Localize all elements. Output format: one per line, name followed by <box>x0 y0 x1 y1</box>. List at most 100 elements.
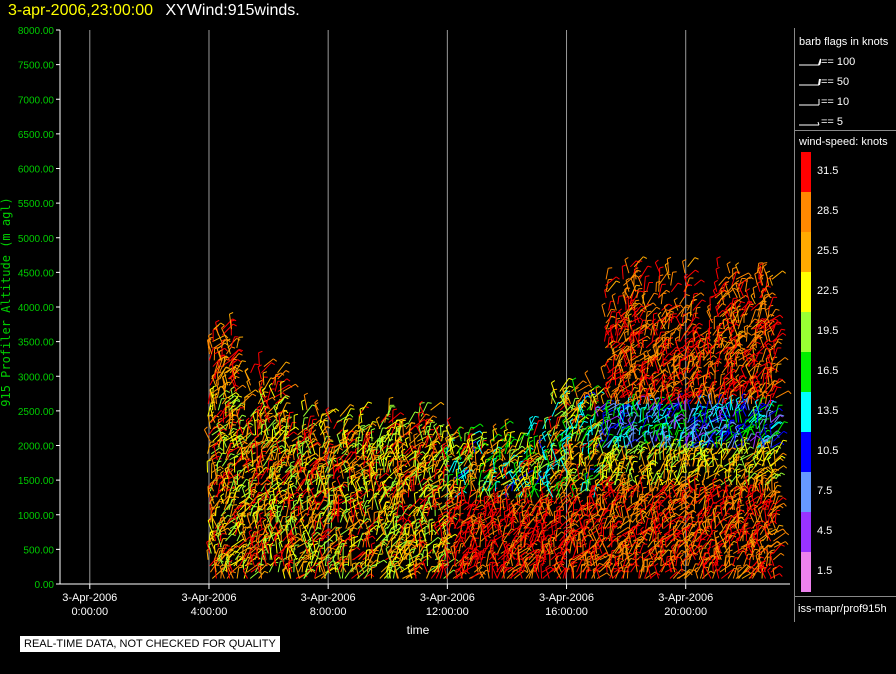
wind-barb-feather <box>232 414 237 417</box>
wind-barb-feather <box>240 419 245 422</box>
wind-barb-feather <box>233 510 238 514</box>
wind-barb-feather <box>427 402 432 404</box>
wind-barb <box>244 433 252 442</box>
wind-barb <box>397 489 403 504</box>
wind-barb <box>336 414 351 424</box>
wind-barb <box>307 562 317 573</box>
wind-barb <box>254 548 259 560</box>
wind-barb <box>212 395 214 411</box>
wind-barb <box>259 566 262 579</box>
wind-barb-feather <box>359 442 363 447</box>
wind-barb <box>236 557 238 567</box>
wind-barb <box>232 395 239 405</box>
wind-barb <box>392 473 399 486</box>
wind-barb <box>325 489 327 498</box>
wind-barb <box>518 547 529 554</box>
wind-barb-feather <box>537 461 542 464</box>
wind-barb <box>564 437 568 448</box>
wind-barb <box>493 455 498 467</box>
wind-barb <box>437 517 442 529</box>
wind-barb <box>383 507 389 523</box>
wind-barb <box>502 500 505 510</box>
wind-barb <box>521 500 529 511</box>
wind-barb <box>464 439 471 454</box>
wind-barb-feather <box>230 386 235 390</box>
wind-barb-feather <box>340 454 345 458</box>
wind-barb-feather <box>416 423 421 427</box>
wind-barb <box>241 448 244 461</box>
wind-barb <box>426 430 432 442</box>
wind-barb <box>511 510 515 523</box>
wind-barb-feather <box>414 529 419 533</box>
wind-barb <box>335 530 340 542</box>
wind-barb <box>384 452 390 461</box>
wind-barb-feather <box>236 408 241 412</box>
wind-barb <box>496 566 503 579</box>
wind-barb <box>536 530 540 542</box>
wind-barb <box>415 541 424 548</box>
wind-barb-feather <box>299 441 304 445</box>
wind-barb <box>528 570 533 579</box>
wind-barb-feather <box>258 524 263 526</box>
wind-barb-feather <box>548 503 553 507</box>
wind-barb <box>580 506 584 517</box>
wind-barb <box>440 526 444 542</box>
wind-barb-feather <box>534 415 539 418</box>
wind-barb-feather <box>264 482 269 486</box>
wind-barb-feather <box>544 529 549 531</box>
wind-barb <box>249 571 259 579</box>
wind-barb <box>563 530 566 542</box>
wind-barb <box>279 402 288 417</box>
wind-barb-feather <box>504 509 509 513</box>
wind-barb <box>214 359 219 373</box>
wind-barb-feather <box>518 548 523 551</box>
wind-barb <box>528 548 539 561</box>
wind-barb-feather <box>380 453 385 456</box>
wind-barb <box>590 409 600 417</box>
wind-barb <box>542 530 545 542</box>
wind-barb <box>473 548 479 560</box>
wind-barb <box>313 521 317 535</box>
wind-barb-feather <box>572 477 576 481</box>
wind-barb <box>260 436 268 448</box>
wind-barb-feather <box>576 462 581 466</box>
wind-barb <box>355 437 357 448</box>
wind-barb <box>457 446 467 461</box>
wind-barb-feather <box>338 498 343 501</box>
wind-barb <box>267 526 275 542</box>
wind-barb <box>226 486 235 492</box>
wind-barb-feather <box>264 391 269 393</box>
wind-barb <box>393 520 396 535</box>
wind-barb <box>334 563 337 573</box>
wind-barb-feather <box>250 536 255 540</box>
wind-barb <box>584 473 587 486</box>
wind-barb <box>305 438 314 448</box>
wind-barb-feather <box>523 433 528 437</box>
wind-barb-feather <box>314 399 319 404</box>
wind-barb-feather <box>442 559 447 562</box>
wind-barb-feather <box>289 411 294 414</box>
wind-barb <box>504 432 508 442</box>
wind-barb-feather <box>308 472 313 476</box>
wind-barb <box>486 565 490 579</box>
wind-barb <box>222 561 229 573</box>
wind-barb <box>254 563 261 573</box>
wind-barb <box>369 463 375 473</box>
wind-barb-feather <box>336 432 341 436</box>
wind-barb <box>482 532 488 542</box>
wind-barb-feather <box>216 474 221 477</box>
wind-barb <box>231 538 244 548</box>
wind-barb-feather <box>388 461 393 465</box>
wind-barb-feather <box>265 535 270 537</box>
wind-barb <box>357 518 368 529</box>
wind-barb <box>241 442 252 455</box>
wind-barb <box>284 452 291 467</box>
wind-barb-feather <box>458 447 463 451</box>
wind-barb <box>578 421 585 430</box>
wind-barb <box>315 470 324 486</box>
wind-barb-feather <box>224 466 229 470</box>
wind-barb-feather <box>261 552 266 557</box>
wind-barb <box>436 456 442 467</box>
wind-barb <box>306 501 312 517</box>
wind-barb-feather <box>566 390 571 394</box>
